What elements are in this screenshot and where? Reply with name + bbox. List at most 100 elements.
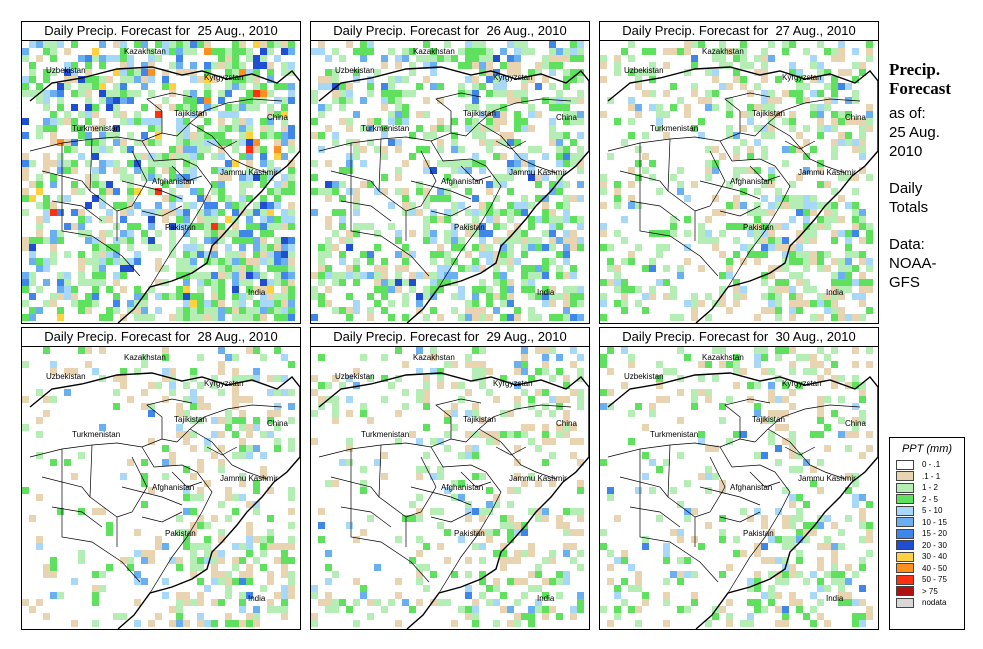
precip-cell xyxy=(253,209,260,216)
precip-cell xyxy=(281,613,288,620)
precip-cell xyxy=(528,272,535,279)
precip-cell xyxy=(281,41,288,48)
precip-cell xyxy=(479,230,486,237)
precip-cell xyxy=(726,202,733,209)
precip-cell xyxy=(663,396,670,403)
precip-cell xyxy=(281,550,288,557)
precip-cell xyxy=(339,118,346,125)
precip-cell xyxy=(775,508,782,515)
precip-cell xyxy=(325,272,332,279)
precip-cell xyxy=(288,557,295,564)
precip-cell xyxy=(740,286,747,293)
precip-cell xyxy=(402,279,409,286)
precip-cell xyxy=(260,83,267,90)
precip-cell xyxy=(339,55,346,62)
precip-cell xyxy=(754,55,761,62)
precip-cell xyxy=(542,389,549,396)
precip-cell xyxy=(479,209,486,216)
precip-cell xyxy=(831,347,838,354)
precip-cell xyxy=(267,244,274,251)
precip-cell xyxy=(197,251,204,258)
precip-cell xyxy=(183,146,190,153)
precip-cell xyxy=(29,62,36,69)
precip-cell xyxy=(514,97,521,104)
precip-cell xyxy=(127,55,134,62)
precip-cell xyxy=(556,202,563,209)
precip-cell xyxy=(183,543,190,550)
precip-cell xyxy=(535,585,542,592)
precip-cell xyxy=(796,69,803,76)
precip-cell xyxy=(311,375,318,382)
precip-cell xyxy=(614,585,621,592)
precip-cell xyxy=(733,69,740,76)
precip-cell xyxy=(239,265,246,272)
precip-cell xyxy=(367,139,374,146)
precip-cell xyxy=(845,237,852,244)
precip-cell xyxy=(183,181,190,188)
precip-cell xyxy=(859,613,866,620)
precip-cell xyxy=(190,550,197,557)
precip-cell xyxy=(339,216,346,223)
precip-cell xyxy=(789,389,796,396)
precip-cell xyxy=(92,293,99,300)
precip-cell xyxy=(395,139,402,146)
precip-cell xyxy=(866,522,873,529)
precip-cell xyxy=(381,473,388,480)
precip-cell xyxy=(472,83,479,90)
precip-cell xyxy=(218,90,225,97)
precip-cell xyxy=(437,272,444,279)
precip-cell xyxy=(684,230,691,237)
precip-cell xyxy=(796,354,803,361)
precip-cell xyxy=(479,382,486,389)
precip-cell xyxy=(197,293,204,300)
precip-cell xyxy=(859,237,866,244)
precip-cell xyxy=(789,599,796,606)
precip-cell xyxy=(113,237,120,244)
precip-cell xyxy=(183,466,190,473)
precip-cell xyxy=(211,307,218,314)
precip-cell xyxy=(514,403,521,410)
precip-cell xyxy=(169,62,176,69)
precip-cell xyxy=(768,368,775,375)
precip-cell xyxy=(381,452,388,459)
precip-cell xyxy=(493,125,500,132)
precip-cell xyxy=(274,293,281,300)
precip-cell xyxy=(803,522,810,529)
precip-cell xyxy=(169,209,176,216)
precip-cell xyxy=(852,265,859,272)
precip-cell xyxy=(803,230,810,237)
precip-cell xyxy=(148,139,155,146)
precip-cell xyxy=(866,174,873,181)
precip-cell xyxy=(521,613,528,620)
precip-cell xyxy=(197,125,204,132)
precip-cell xyxy=(789,515,796,522)
precip-cell xyxy=(607,244,614,251)
precip-cell xyxy=(493,279,500,286)
precip-cell xyxy=(838,279,845,286)
precip-cell xyxy=(719,286,726,293)
precip-cell xyxy=(649,174,656,181)
precip-cell xyxy=(859,599,866,606)
precip-cell xyxy=(169,90,176,97)
precip-cell xyxy=(246,578,253,585)
precip-cell xyxy=(416,473,423,480)
precip-cell xyxy=(838,585,845,592)
precip-cell xyxy=(803,209,810,216)
precip-cell xyxy=(169,160,176,167)
precip-cell xyxy=(535,69,542,76)
precip-cell xyxy=(374,300,381,307)
precip-cell xyxy=(106,76,113,83)
precip-cell xyxy=(281,48,288,55)
precip-cell xyxy=(92,139,99,146)
precip-cell xyxy=(614,265,621,272)
precip-cell xyxy=(332,279,339,286)
precip-cell xyxy=(549,104,556,111)
precip-cell xyxy=(246,424,253,431)
precip-cell xyxy=(197,279,204,286)
precip-cell xyxy=(649,403,656,410)
precip-cell xyxy=(367,417,374,424)
precip-cell xyxy=(253,104,260,111)
precip-cell xyxy=(670,368,677,375)
precip-cell xyxy=(642,599,649,606)
precip-cell xyxy=(281,104,288,111)
